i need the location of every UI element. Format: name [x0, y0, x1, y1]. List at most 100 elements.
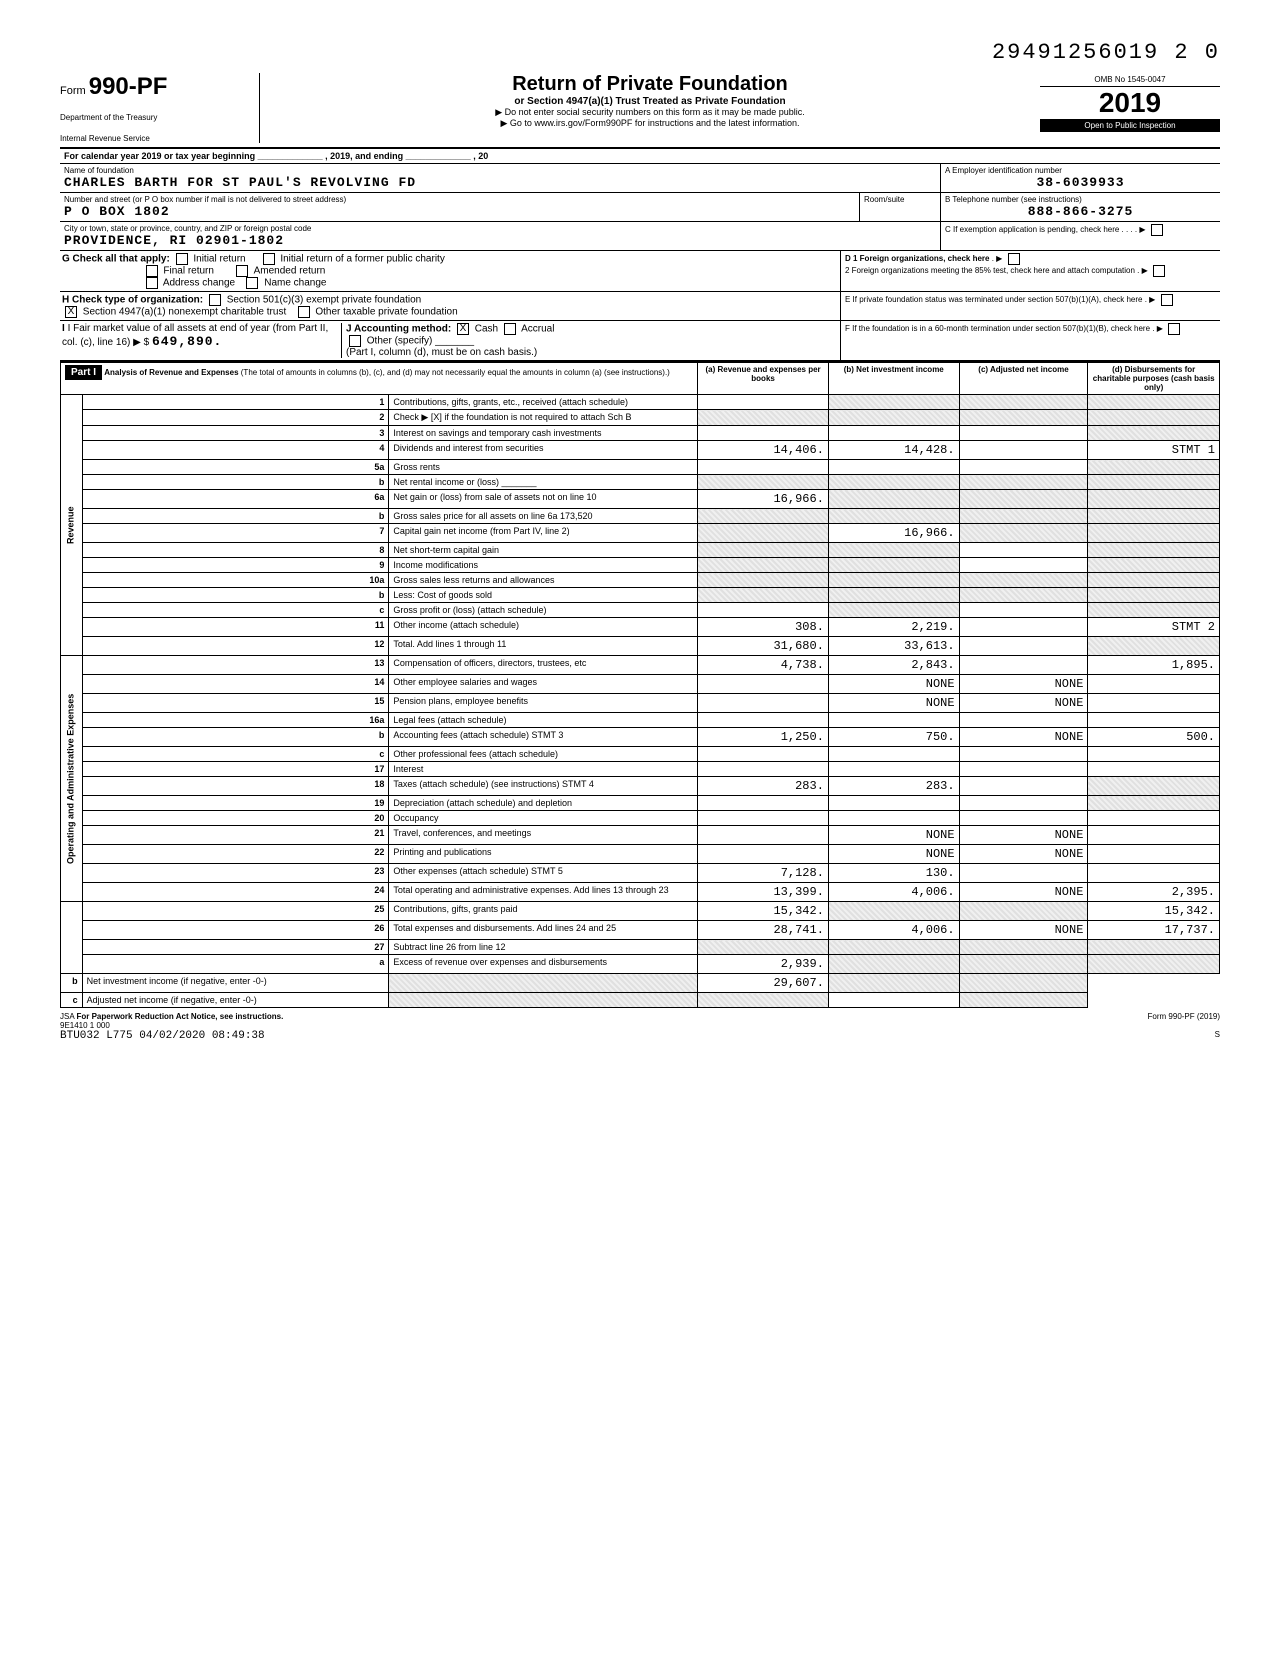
row-value: 1,895.	[1088, 656, 1220, 675]
row-number: 3	[82, 426, 389, 441]
form-note2: ▶ Go to www.irs.gov/Form990PF for instru…	[270, 118, 1030, 129]
row-value	[828, 558, 959, 573]
row-description: Subtract line 26 from line 12	[389, 940, 698, 955]
row-value	[1088, 395, 1220, 410]
row-number: 16a	[82, 713, 389, 728]
paperwork-notice: For Paperwork Reduction Act Notice, see …	[76, 1012, 283, 1021]
row-number: 23	[82, 864, 389, 883]
row-value	[1088, 940, 1220, 955]
row-description: Contributions, gifts, grants paid	[389, 902, 698, 921]
row-description: Net rental income or (loss) _______	[389, 475, 698, 490]
row-value	[1088, 426, 1220, 441]
row-value	[959, 940, 1088, 955]
row-value: 31,680.	[698, 637, 829, 656]
row-value	[959, 524, 1088, 543]
row-value: 28,741.	[698, 921, 829, 940]
row-number: 25	[82, 902, 389, 921]
row-value: 14,406.	[698, 441, 829, 460]
row-number: 4	[82, 441, 389, 460]
row-description: Capital gain net income (from Part IV, l…	[389, 524, 698, 543]
table-row: 4Dividends and interest from securities1…	[61, 441, 1220, 460]
row-number: b	[61, 974, 83, 993]
row-value	[1088, 490, 1220, 509]
row-value	[959, 955, 1088, 974]
row-value	[828, 395, 959, 410]
row-value	[959, 762, 1088, 777]
table-row: bNet investment income (if negative, ent…	[61, 974, 1220, 993]
row-value	[959, 441, 1088, 460]
f-section: F If the foundation is in a 60-month ter…	[840, 321, 1220, 360]
table-row: 2Check ▶ [X] if the foundation is not re…	[61, 410, 1220, 426]
row-value: 29,607.	[698, 974, 829, 993]
table-row: 3Interest on savings and temporary cash …	[61, 426, 1220, 441]
row-number: 22	[82, 845, 389, 864]
row-description: Interest	[389, 762, 698, 777]
room-label: Room/suite	[864, 195, 936, 204]
footer: JSA For Paperwork Reduction Act Notice, …	[60, 1008, 1220, 1042]
row-value	[1088, 826, 1220, 845]
row-value: STMT 2	[1088, 618, 1220, 637]
table-row: 11Other income (attach schedule)308.2,21…	[61, 618, 1220, 637]
table-row: 23Other expenses (attach schedule) STMT …	[61, 864, 1220, 883]
row-value	[1088, 713, 1220, 728]
row-value	[828, 475, 959, 490]
c-label: C If exemption application is pending, c…	[945, 224, 1216, 236]
row-value	[698, 762, 829, 777]
d-section: D 1 Foreign organizations, check here . …	[845, 253, 1216, 265]
table-row: bLess: Cost of goods sold	[61, 588, 1220, 603]
table-row: 20Occupancy	[61, 811, 1220, 826]
g-section: G Check all that apply: Initial return I…	[62, 253, 838, 289]
footer-code: 9E1410 1 000	[60, 1021, 110, 1030]
row-number: 18	[82, 777, 389, 796]
row-value	[959, 588, 1088, 603]
row-number: 13	[82, 656, 389, 675]
row-value: 130.	[828, 864, 959, 883]
row-value	[1088, 460, 1220, 475]
row-number: 15	[82, 694, 389, 713]
table-row: Operating and Administrative Expenses13C…	[61, 656, 1220, 675]
col-b-header: (b) Net investment income	[828, 363, 959, 395]
row-value	[698, 713, 829, 728]
row-value	[959, 573, 1088, 588]
row-value	[1088, 747, 1220, 762]
row-number: 19	[82, 796, 389, 811]
row-value	[959, 796, 1088, 811]
row-number: 17	[82, 762, 389, 777]
row-value	[698, 811, 829, 826]
row-value	[959, 637, 1088, 656]
side-blank	[61, 902, 83, 974]
row-value	[828, 940, 959, 955]
row-value: 2,395.	[1088, 883, 1220, 902]
row-value	[1088, 509, 1220, 524]
row-number: 11	[82, 618, 389, 637]
row-value	[1088, 475, 1220, 490]
row-number: 27	[82, 940, 389, 955]
row-value: 7,128.	[698, 864, 829, 883]
row-value	[698, 558, 829, 573]
row-value	[1088, 588, 1220, 603]
d2-section: 2 Foreign organizations meeting the 85% …	[845, 265, 1216, 277]
row-value: 4,006.	[828, 883, 959, 902]
i-section: I I Fair market value of all assets at e…	[62, 323, 342, 358]
table-row: bAccounting fees (attach schedule) STMT …	[61, 728, 1220, 747]
row-description: Legal fees (attach schedule)	[389, 713, 698, 728]
row-number: 10a	[82, 573, 389, 588]
row-number: a	[82, 955, 389, 974]
row-value	[1088, 694, 1220, 713]
row-value	[698, 845, 829, 864]
row-value: 283.	[698, 777, 829, 796]
row-value	[959, 603, 1088, 618]
row-description: Gross sales price for all assets on line…	[389, 509, 698, 524]
row-value: NONE	[959, 826, 1088, 845]
ein-value: 38-6039933	[945, 175, 1216, 190]
row-value: NONE	[959, 883, 1088, 902]
tax-year: 2019	[1040, 87, 1220, 119]
row-value: NONE	[959, 728, 1088, 747]
part1-note: (The total of amounts in columns (b), (c…	[241, 368, 670, 377]
row-value	[698, 826, 829, 845]
name-label: Name of foundation	[64, 166, 936, 175]
row-value	[698, 588, 829, 603]
table-row: 26Total expenses and disbursements. Add …	[61, 921, 1220, 940]
row-value: NONE	[828, 675, 959, 694]
part1-table: Part I Analysis of Revenue and Expenses …	[60, 362, 1220, 1008]
